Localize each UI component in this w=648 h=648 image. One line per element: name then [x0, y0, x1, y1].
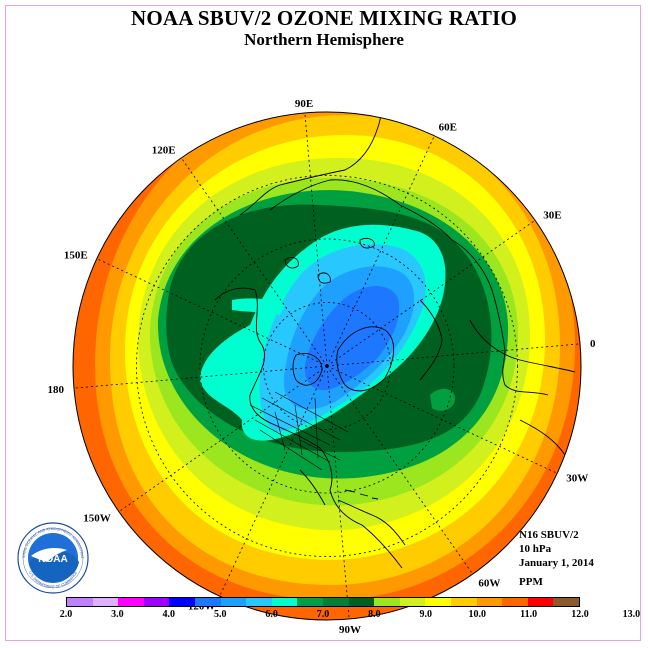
longitude-label: 30W	[566, 473, 588, 485]
colorbar	[66, 597, 580, 607]
band-blue	[304, 286, 400, 391]
colorbar-swatch	[527, 598, 554, 606]
latitude-circle	[199, 238, 455, 494]
coast-siberia	[239, 112, 382, 216]
meridian-line	[304, 112, 328, 367]
longitude-label: 90W	[339, 624, 361, 636]
colorbar-swatch	[476, 598, 503, 606]
longitude-label: 60W	[478, 577, 500, 589]
colorbar-tick-label: 2.0	[59, 609, 73, 620]
colorbar-tick-label: 12.0	[571, 609, 589, 620]
colorbar-swatch	[374, 598, 400, 606]
band-green-patch	[430, 388, 455, 411]
longitude-label: 180	[48, 384, 65, 396]
colorbar-swatch	[553, 598, 579, 606]
map-title: NOAA SBUV/2 OZONE MIXING RATIO	[131, 6, 517, 30]
longitude-label: 150W	[83, 512, 111, 524]
colorbar-swatch	[118, 598, 144, 606]
colorbar-tick-label: 6.0	[265, 609, 278, 620]
colorbar-swatch	[220, 598, 247, 606]
meridian-line	[326, 365, 350, 620]
units-label: PPM	[519, 576, 543, 588]
meridian-line	[73, 365, 328, 389]
graticule	[73, 112, 581, 620]
coast-central-america	[299, 469, 406, 546]
colorbar-tick-label: 3.0	[111, 609, 124, 620]
meridian-line	[118, 365, 328, 513]
longitude-label: 120E	[152, 145, 176, 157]
noaa-logo: NOAA NATIONAL OCEANIC AND ATMOSPHERIC AD…	[17, 522, 89, 594]
longitude-label: 30E	[543, 210, 561, 222]
longitude-label: 0	[590, 338, 596, 350]
longitude-label: 90E	[295, 98, 313, 110]
meridian-line	[326, 343, 581, 367]
colorbar-swatch	[399, 598, 426, 606]
colorbar-swatch	[169, 598, 195, 606]
meridian-line	[180, 157, 328, 367]
coast-europe	[419, 299, 576, 381]
colorbar-tick-label: 4.0	[162, 609, 176, 620]
coast-north-america	[214, 287, 403, 569]
colorbar-swatch	[425, 598, 451, 606]
colorbar-tick-label: 7.0	[316, 609, 330, 620]
colorbar-ticks: 2.0 3.0 4.0 5.0 6.0 7.0 8.0 9.0 10.0 11.0 12.0 13.0…	[0, 609, 648, 623]
pressure-label: 10 hPa	[519, 543, 552, 555]
colorbar-swatch	[143, 598, 170, 606]
info-block: N16 SBUV/2 10 hPa January 1, 2014	[519, 528, 594, 570]
latitude-circle	[263, 302, 391, 430]
colorbar-swatch	[271, 598, 298, 606]
colorbar-swatch	[92, 598, 119, 606]
colorbar-tick-label: 5.0	[213, 609, 227, 620]
colorbar-swatch	[194, 598, 221, 606]
colorbar-swatch	[67, 598, 93, 606]
colorbar-swatch	[502, 598, 528, 606]
meridian-line	[326, 365, 558, 474]
colorbar-swatch	[450, 598, 477, 606]
page-frame	[5, 5, 641, 641]
colorbar-tick-label: 13.0	[622, 609, 641, 620]
coast-africa-tip	[519, 419, 566, 456]
noaa-logo-text: NOAA	[38, 554, 67, 565]
coast-hudson-bay	[292, 353, 323, 386]
colorbar-swatch	[246, 598, 272, 606]
colorbar-tick-label: 10.0	[468, 609, 486, 620]
coast-greenland	[336, 326, 395, 392]
coast-eurasia	[269, 179, 549, 396]
state-boundaries	[249, 391, 349, 471]
meridian-line	[326, 135, 435, 367]
latitude-circle	[136, 175, 518, 557]
instrument-label: N16 SBUV/2	[519, 529, 579, 541]
band-cyan-patch	[232, 298, 285, 315]
coast-islands	[284, 237, 375, 284]
colorbar-tick-label: 9.0	[419, 609, 433, 620]
longitude-label: 150E	[64, 249, 88, 261]
map-disk-outline	[72, 111, 582, 621]
date-label: January 1, 2014	[519, 557, 594, 569]
colorbar-tick-label: 8.0	[368, 609, 381, 620]
map-subtitle: Northern Hemisphere	[244, 30, 404, 49]
colorbar-swatch	[348, 598, 375, 606]
longitude-label: 60E	[439, 122, 457, 134]
ozone-field	[73, 112, 581, 620]
meridian-line	[326, 365, 474, 575]
colorbar-swatch	[322, 598, 349, 606]
meridian-line	[326, 219, 536, 367]
meridian-line	[219, 365, 328, 597]
meridian-line	[96, 258, 328, 367]
colorbar-swatch	[297, 598, 323, 606]
colorbar-tick-label: 11.0	[520, 609, 538, 620]
